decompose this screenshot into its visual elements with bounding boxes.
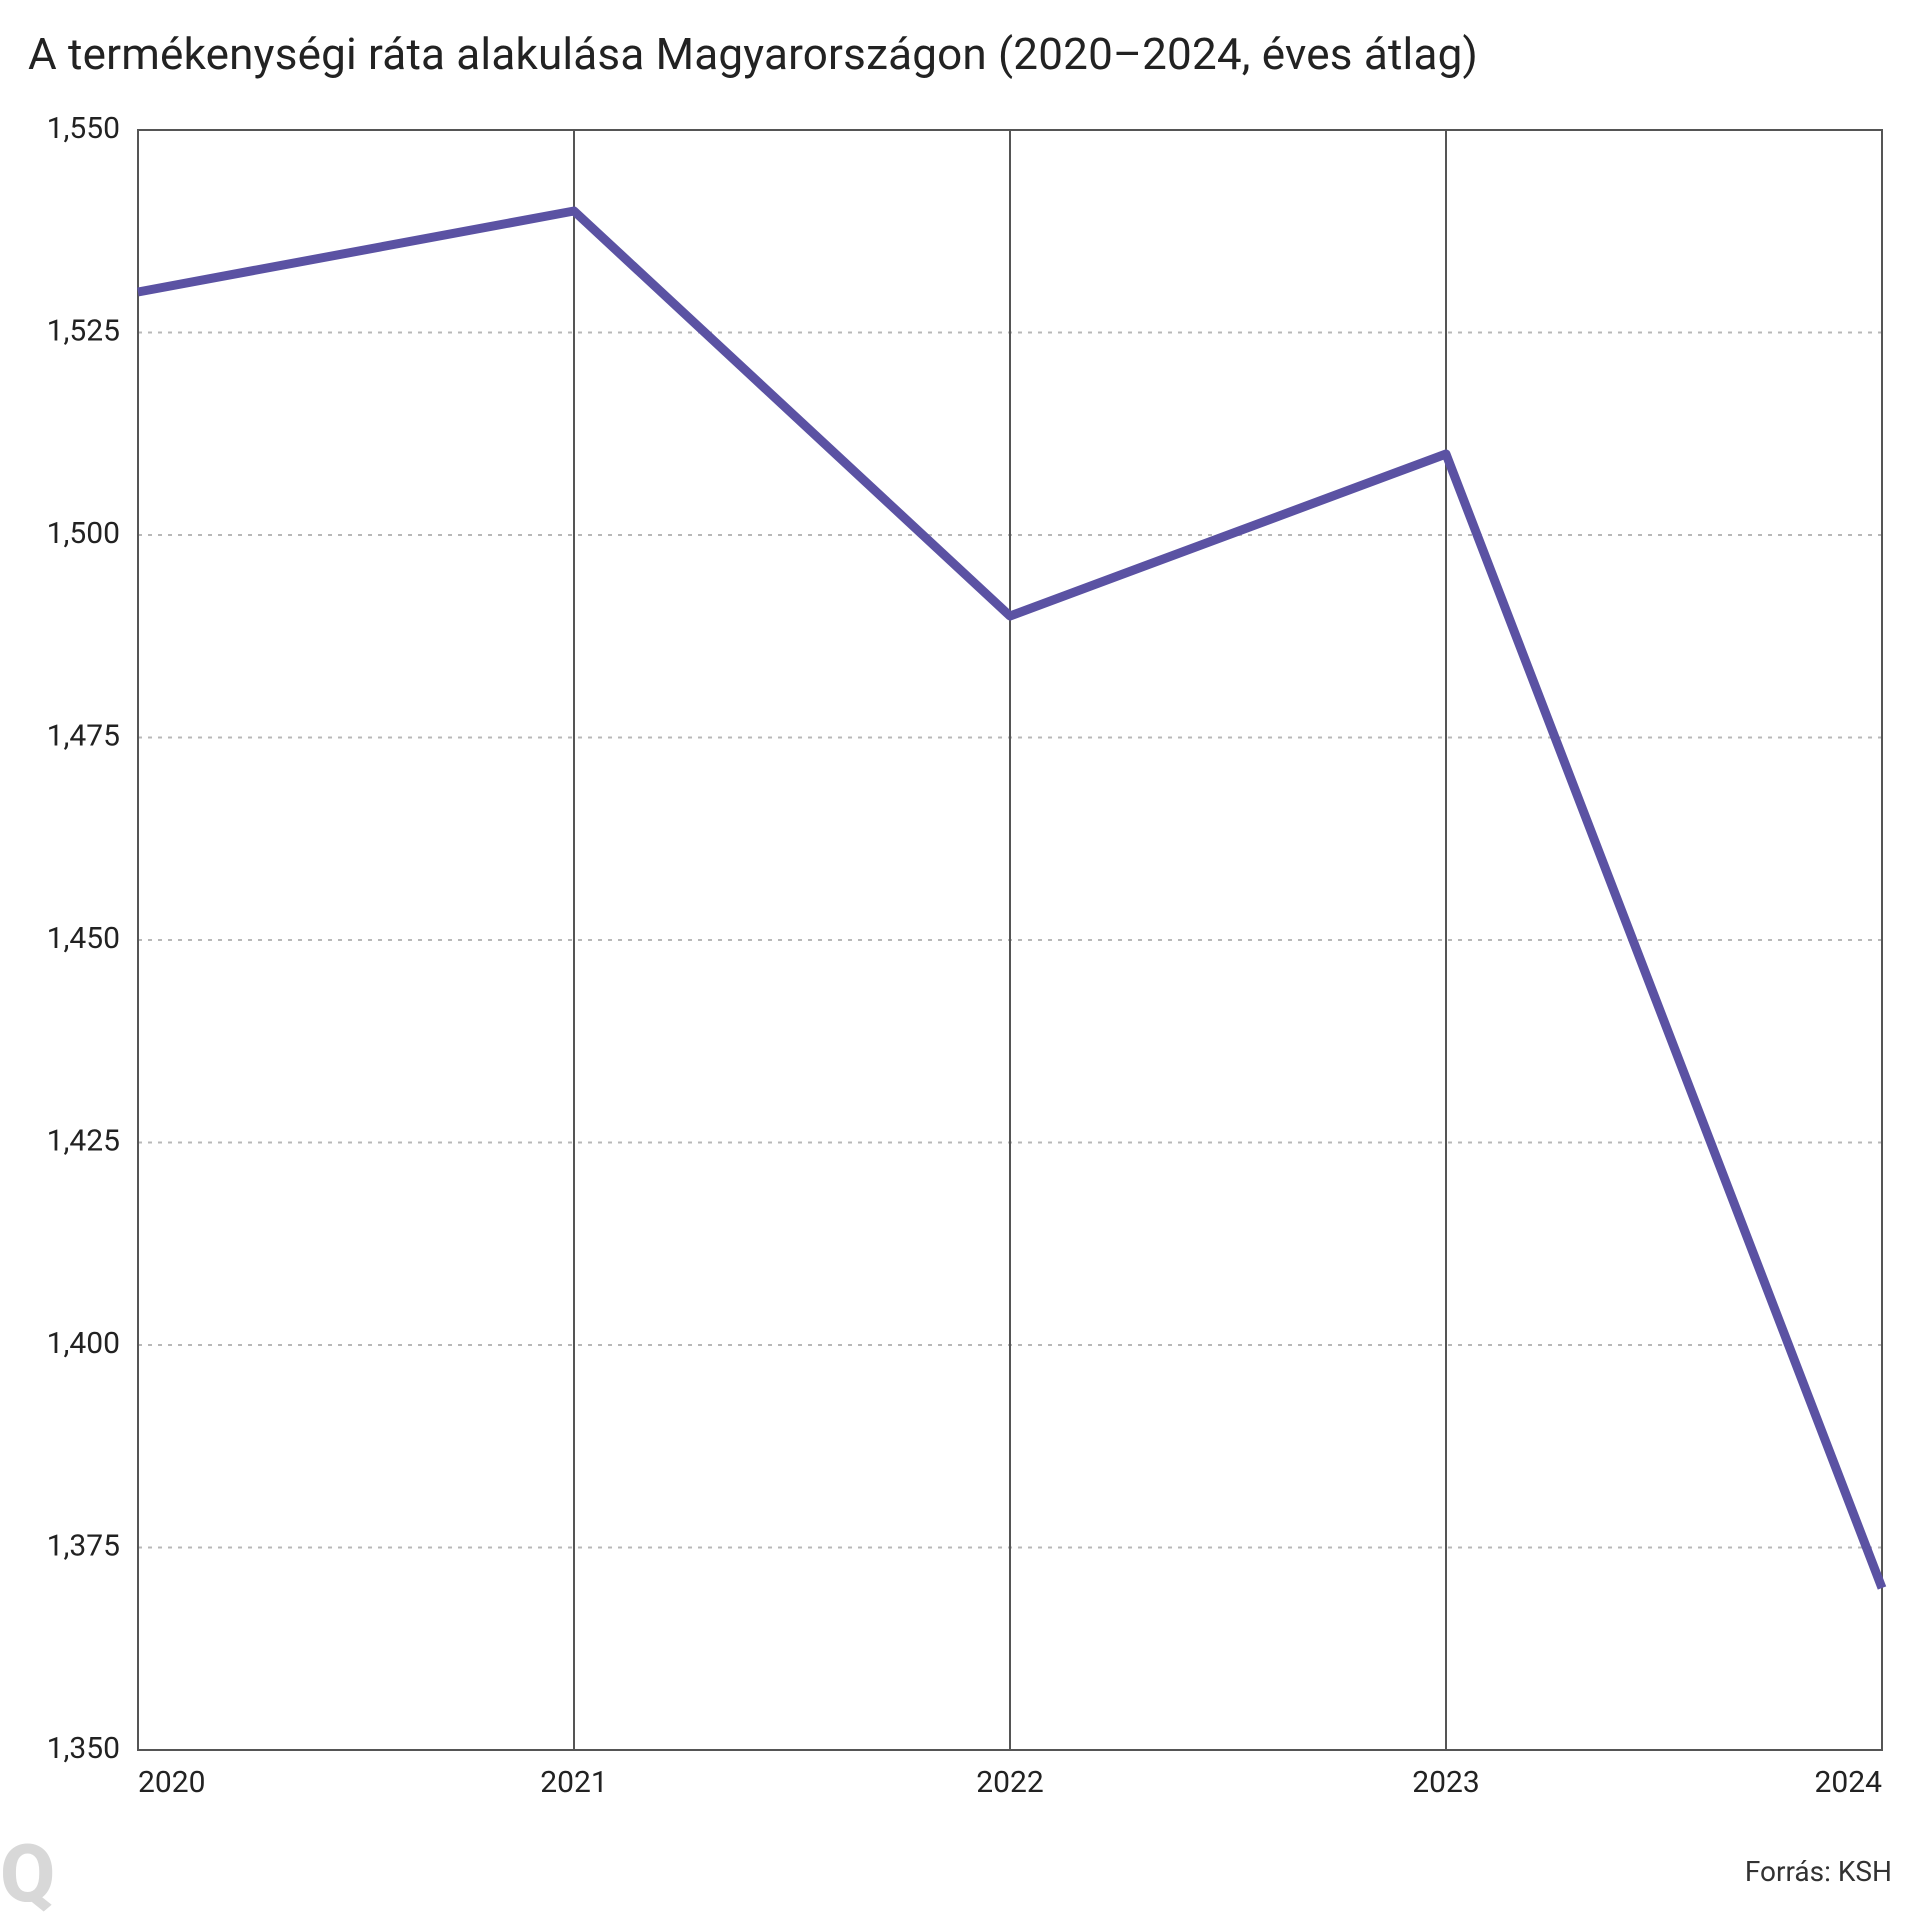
y-tick-label: 1,500 (47, 516, 120, 551)
y-tick-label: 1,400 (47, 1326, 120, 1361)
chart-title: A termékenységi ráta alakulása Magyarors… (28, 28, 1478, 80)
x-tick-label: 2024 (1815, 1765, 1883, 1800)
y-tick-label: 1,525 (47, 313, 120, 348)
x-tick-label: 2023 (1412, 1765, 1479, 1800)
y-tick-label: 1,550 (47, 111, 120, 146)
y-tick-label: 1,425 (47, 1123, 120, 1158)
watermark: Q (0, 1834, 55, 1914)
x-tick-label: 2022 (976, 1765, 1043, 1800)
source-label: Forrás: KSH (1745, 1855, 1892, 1888)
x-tick-label: 2020 (138, 1765, 205, 1800)
y-tick-label: 1,375 (47, 1528, 120, 1563)
y-tick-label: 1,475 (47, 718, 120, 753)
line-chart: 1,350 1,375 1,400 1,425 1,450 1,475 1,500 1,525… (28, 110, 1892, 1810)
y-tick-label: 1,450 (47, 921, 120, 956)
x-tick-label: 2021 (540, 1765, 607, 1800)
y-tick-label: 1,350 (47, 1731, 120, 1766)
